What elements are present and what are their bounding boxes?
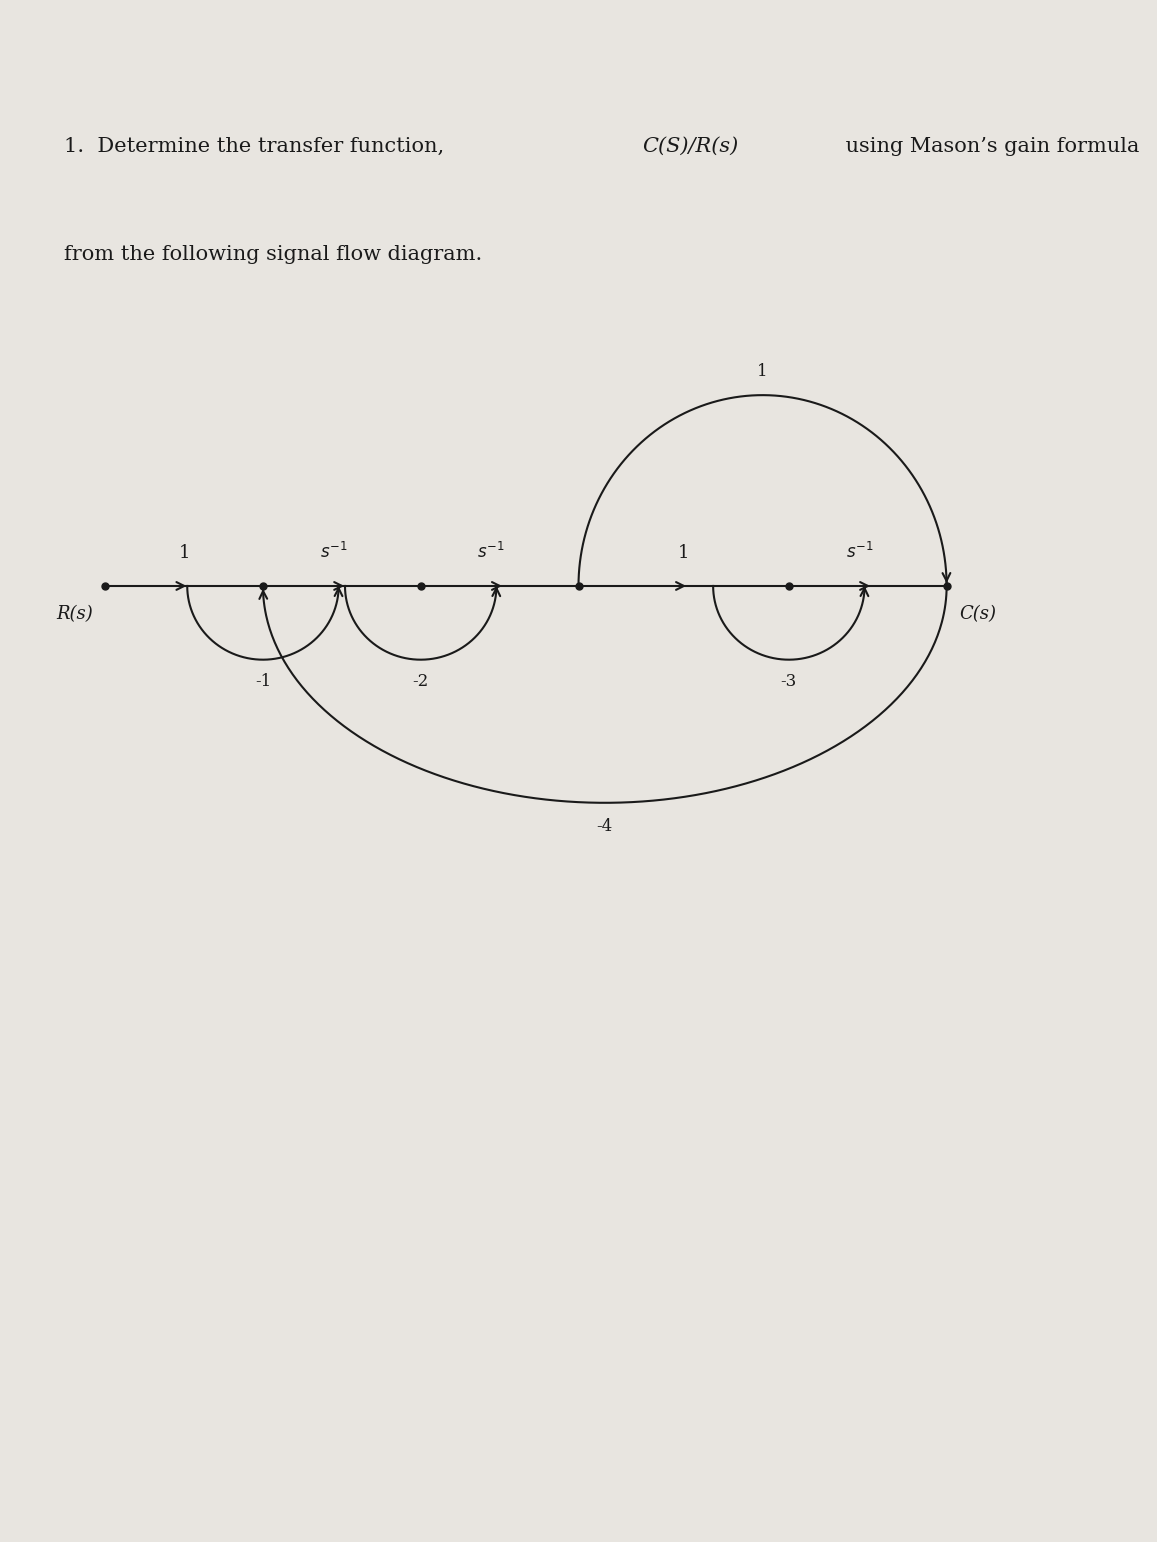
Text: 1: 1 — [757, 362, 768, 379]
Text: $s^{-1}$: $s^{-1}$ — [846, 541, 874, 561]
Text: $s^{-1}$: $s^{-1}$ — [319, 541, 347, 561]
Text: -3: -3 — [781, 672, 797, 689]
Text: using Mason’s gain formula: using Mason’s gain formula — [839, 137, 1140, 156]
Text: -2: -2 — [413, 672, 429, 689]
Text: 1: 1 — [678, 544, 690, 561]
Text: C(s): C(s) — [959, 604, 996, 623]
Text: -1: -1 — [255, 672, 271, 689]
Text: 1.  Determine the transfer function,: 1. Determine the transfer function, — [64, 137, 450, 156]
Text: from the following signal flow diagram.: from the following signal flow diagram. — [64, 245, 481, 265]
Text: 1: 1 — [178, 544, 190, 561]
Text: C(S)/R(s): C(S)/R(s) — [642, 137, 738, 156]
Text: R(s): R(s) — [56, 604, 93, 623]
Text: -4: -4 — [597, 819, 613, 836]
Text: $s^{-1}$: $s^{-1}$ — [478, 541, 504, 561]
